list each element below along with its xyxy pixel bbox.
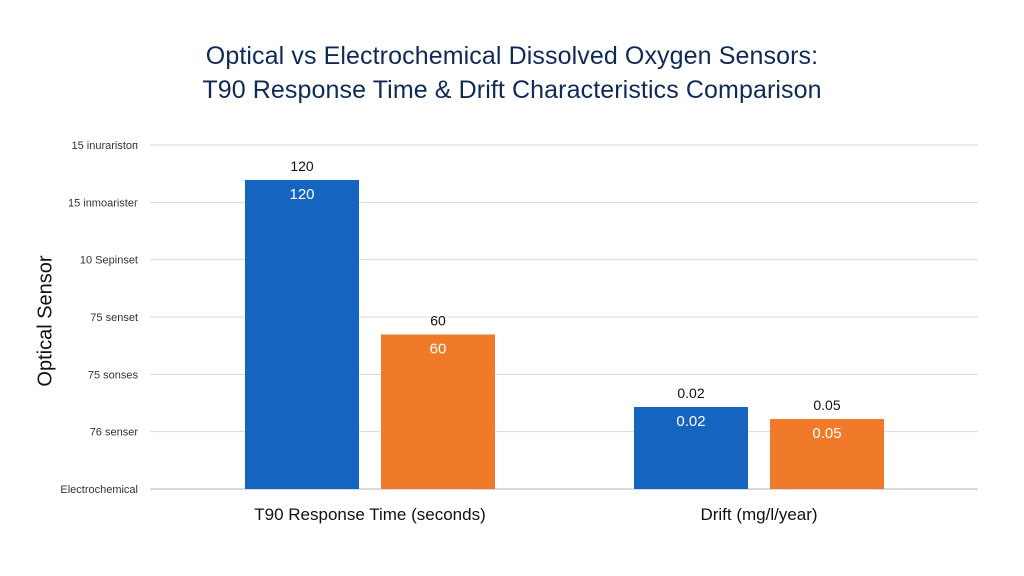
bar-value-label-above: 120	[290, 158, 314, 174]
bar-series-0-drift	[634, 407, 748, 489]
y-tick-label: 75 sonses	[88, 369, 139, 381]
x-category-labels: T90 Response Time (seconds) Drift (mg/l/y…	[254, 505, 817, 524]
y-tick-label: 75 senset	[90, 312, 138, 324]
chart-title-line-1: Optical vs Electrochemical Dissolved Oxy…	[205, 42, 819, 70]
bar-value-label-inside: 0.02	[676, 413, 705, 430]
chart-title-line-2: T90 Response Time & Drift Characteristic…	[202, 76, 822, 104]
y-tick-label: 10 Sepinset	[80, 255, 138, 267]
y-tick-label: 76 senser	[90, 427, 139, 439]
bar-series-0-t90	[245, 180, 359, 489]
bar-value-label-above: 60	[430, 313, 446, 329]
bar-value-label-inside: 0.05	[812, 425, 841, 442]
y-tick-label: Electrochemical	[60, 484, 138, 496]
bar-value-label-inside: 120	[289, 186, 314, 203]
bars	[245, 180, 884, 489]
x-category-label: Drift (mg/l/year)	[700, 505, 817, 524]
bar-value-label-inside: 60	[430, 341, 447, 358]
bar-series-1-drift	[770, 419, 884, 489]
bar-value-label-above: 0.05	[813, 397, 840, 413]
y-tick-label: 15 inuraristoп	[72, 140, 139, 152]
data-labels: 120 120 60 60 0.02 0.02 0.05 0.05	[289, 158, 841, 442]
bar-value-label-above: 0.02	[677, 385, 704, 401]
y-tick-labels: 15 inuraristoп 15 inmoaristeг 10 Sepinset 7…	[60, 140, 138, 496]
bar-series-1-t90	[381, 334, 495, 489]
x-category-label: T90 Response Time (seconds)	[254, 505, 486, 524]
y-tick-label: 15 inmoaristeг	[68, 197, 138, 209]
